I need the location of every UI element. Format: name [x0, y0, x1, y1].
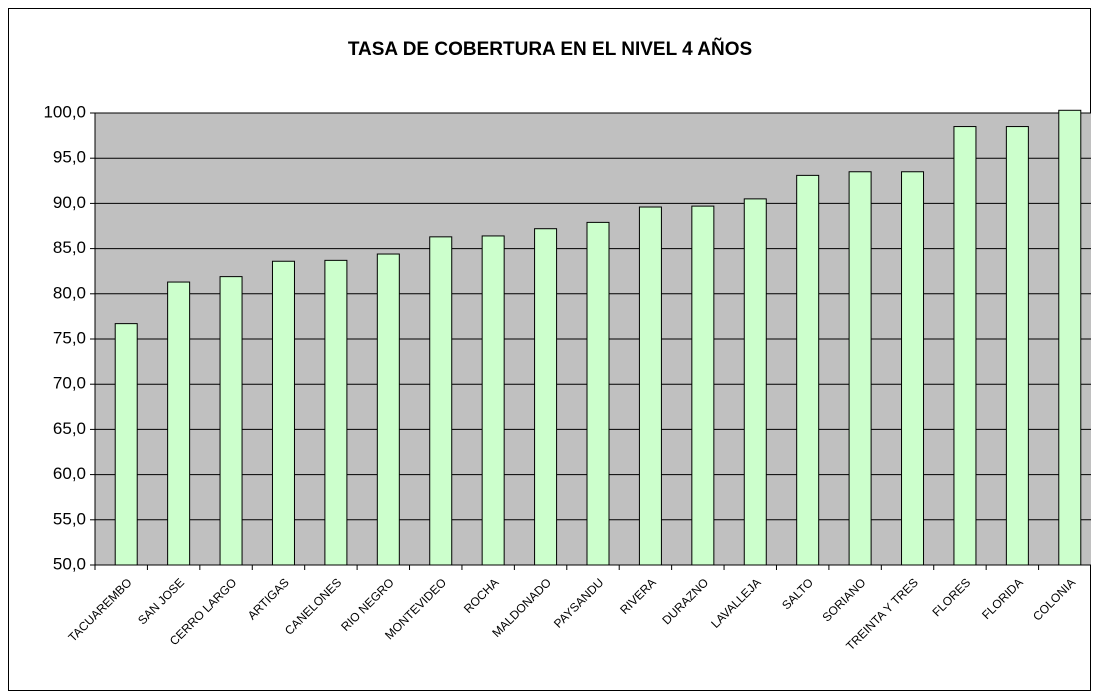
bar: [743, 198, 767, 566]
bar: [796, 174, 820, 566]
bar: [1005, 126, 1029, 566]
bar: [638, 206, 662, 566]
bar: [691, 205, 715, 566]
bar: [376, 253, 400, 566]
bar: [324, 259, 348, 566]
chart-title: TASA DE COBERTURA EN EL NIVEL 4 AÑOS: [348, 38, 752, 60]
bar: [1058, 109, 1082, 566]
y-tick-label: 80,0: [53, 283, 86, 302]
bar: [271, 260, 295, 566]
y-tick-label: 90,0: [53, 193, 86, 212]
y-tick-label: 65,0: [53, 419, 86, 438]
y-tick-label: 85,0: [53, 238, 86, 257]
bar: [481, 235, 505, 566]
bar: [901, 171, 925, 566]
y-tick-label: 75,0: [53, 328, 86, 347]
y-tick-label: 95,0: [53, 148, 86, 167]
bar: [953, 126, 977, 566]
bar: [534, 228, 558, 566]
y-tick-label: 100,0: [43, 102, 86, 121]
bar: [219, 276, 243, 566]
y-tick-label: 50,0: [53, 554, 86, 573]
bar: [114, 323, 138, 566]
bar: [848, 171, 872, 566]
bar: [429, 236, 453, 566]
y-tick-label: 60,0: [53, 464, 86, 483]
bar: [167, 281, 191, 566]
y-tick-label: 70,0: [53, 374, 86, 393]
y-tick-label: 55,0: [53, 509, 86, 528]
bar: [586, 221, 610, 566]
